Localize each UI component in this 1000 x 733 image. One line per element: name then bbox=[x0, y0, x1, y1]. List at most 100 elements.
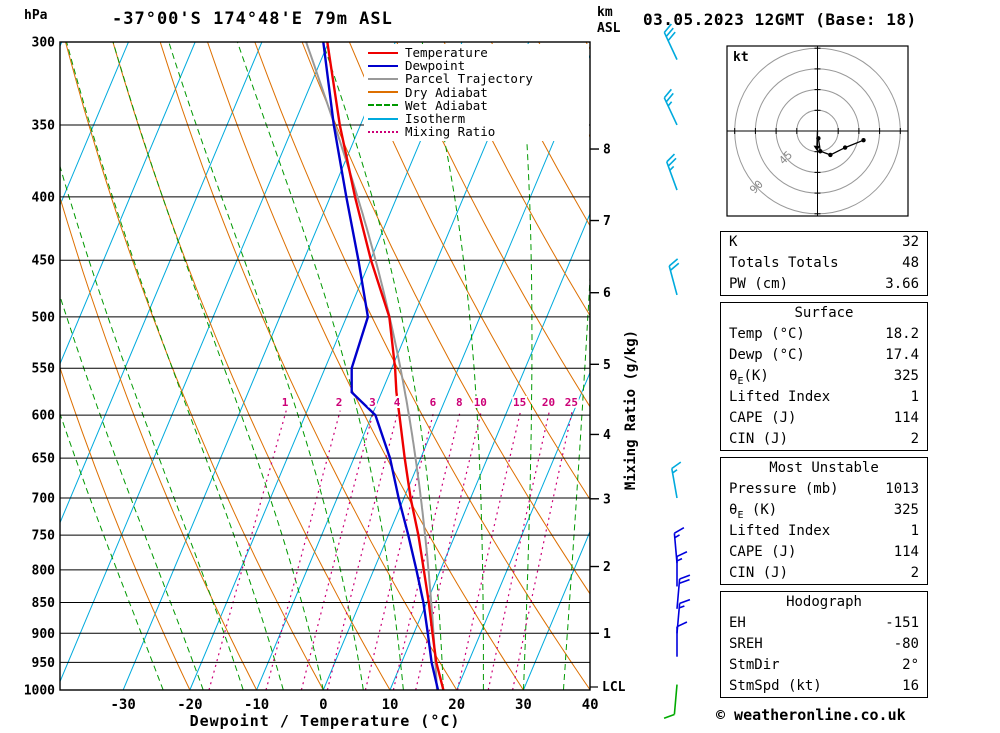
stat-row: CIN (J) 2 bbox=[721, 563, 927, 584]
stat-row: Temp (°C) 18.2 bbox=[721, 324, 927, 345]
stat-label: SREH bbox=[729, 636, 763, 652]
sounding-curves bbox=[305, 42, 445, 690]
stat-row: CAPE (J) 114 bbox=[721, 542, 927, 563]
legend-swatch-dotted bbox=[368, 130, 398, 133]
stat-value: -151 bbox=[885, 615, 919, 631]
x-axis-title: Dewpoint / Temperature (°C) bbox=[189, 712, 461, 730]
wind-barb bbox=[665, 153, 678, 191]
svg-text:6: 6 bbox=[430, 396, 437, 409]
asl-label: ASL bbox=[597, 21, 621, 36]
svg-text:-10: -10 bbox=[244, 697, 269, 713]
legend-item: Wet Adiabat bbox=[368, 97, 589, 113]
svg-text:750: 750 bbox=[32, 529, 56, 544]
legend-swatch-solid bbox=[368, 64, 398, 67]
legend-label: Parcel Trajectory bbox=[405, 71, 533, 87]
svg-text:10: 10 bbox=[382, 697, 399, 713]
svg-text:1000: 1000 bbox=[24, 684, 55, 699]
svg-text:-20: -20 bbox=[177, 697, 202, 713]
stat-value: 1013 bbox=[885, 481, 919, 497]
stat-label: Lifted Index bbox=[729, 523, 831, 539]
svg-text:0: 0 bbox=[319, 697, 327, 713]
legend-swatch-solid bbox=[368, 91, 398, 94]
stat-row: StmSpd (kt) 16 bbox=[721, 676, 927, 697]
stat-label: Lifted Index bbox=[729, 389, 831, 405]
stats-panel: Surface Temp (°C) 18.2 Dewp (°C) 17.4 θE(K) 32… bbox=[720, 302, 928, 451]
stat-row: Dewp (°C) 17.4 bbox=[721, 345, 927, 366]
svg-text:30: 30 bbox=[515, 697, 532, 713]
svg-text:6: 6 bbox=[603, 286, 611, 301]
axis-tick-labels: 3003504004505005506006507007508008509009… bbox=[24, 36, 626, 714]
stat-value: -80 bbox=[893, 636, 919, 652]
svg-text:5: 5 bbox=[603, 358, 611, 373]
legend-item: Temperature bbox=[368, 45, 589, 61]
stat-value: 2° bbox=[902, 657, 919, 673]
stat-row: CIN (J) 2 bbox=[721, 429, 927, 450]
legend-item: Isotherm bbox=[368, 111, 589, 127]
wind-barb-column bbox=[663, 23, 691, 720]
stat-row: PW (cm) 3.66 bbox=[721, 274, 927, 295]
stat-label: CIN (J) bbox=[729, 565, 789, 581]
stat-label: CIN (J) bbox=[729, 431, 789, 447]
legend-label: Dewpoint bbox=[405, 58, 466, 74]
stat-label: θE(K) bbox=[729, 368, 769, 387]
svg-text:3: 3 bbox=[369, 396, 376, 409]
stat-row: EH -151 bbox=[721, 613, 927, 634]
legend-item: Dry Adiabat bbox=[368, 84, 589, 100]
stats-panel: Hodograph EH -151 SREH -80 StmDir 2° StmSpd (kt… bbox=[720, 591, 928, 698]
legend-item: Dewpoint bbox=[368, 58, 589, 74]
legend-swatch-solid bbox=[368, 51, 398, 54]
svg-text:15: 15 bbox=[513, 396, 526, 409]
stat-row: K 32 bbox=[721, 232, 927, 253]
svg-text:300: 300 bbox=[32, 36, 56, 51]
stats-panels: K 32 Totals Totals 48 PW (cm) 3.66 Surface Temp… bbox=[720, 231, 928, 704]
svg-text:7: 7 bbox=[603, 214, 611, 229]
legend: Temperature Dewpoint Parcel Trajectory Dry … bbox=[364, 44, 589, 142]
svg-text:400: 400 bbox=[32, 190, 56, 205]
temperature-line bbox=[326, 42, 445, 690]
legend-label: Temperature bbox=[405, 45, 488, 61]
legend-item: Parcel Trajectory bbox=[368, 71, 589, 87]
stat-label: PW (cm) bbox=[729, 276, 789, 292]
wind-barb bbox=[676, 574, 691, 609]
svg-text:2: 2 bbox=[603, 560, 611, 575]
stat-label: Pressure (mb) bbox=[729, 481, 839, 497]
svg-text:4: 4 bbox=[603, 428, 611, 443]
svg-text:LCL: LCL bbox=[602, 680, 626, 695]
svg-text:-30: -30 bbox=[111, 697, 136, 713]
svg-text:850: 850 bbox=[32, 596, 56, 611]
stat-value: 2 bbox=[910, 431, 919, 447]
storm-motion-arrow bbox=[816, 130, 819, 146]
legend-label: Isotherm bbox=[405, 111, 466, 127]
stat-label: Temp (°C) bbox=[729, 326, 805, 342]
stats-panel-header: Most Unstable bbox=[769, 460, 879, 476]
stat-label: Dewp (°C) bbox=[729, 347, 805, 363]
legend-label: Dry Adiabat bbox=[405, 84, 488, 100]
stat-label: Totals Totals bbox=[729, 255, 839, 271]
stat-row: StmDir 2° bbox=[721, 655, 927, 676]
stat-row: θE (K) 325 bbox=[721, 500, 927, 521]
svg-text:650: 650 bbox=[32, 452, 56, 467]
stat-value: 1 bbox=[910, 389, 919, 405]
stat-value: 325 bbox=[893, 368, 919, 384]
pressure-unit-label: hPa bbox=[24, 8, 48, 23]
stat-value: 114 bbox=[893, 410, 919, 426]
stat-label: K bbox=[729, 234, 738, 250]
stat-row: Lifted Index 1 bbox=[721, 387, 927, 408]
svg-text:25: 25 bbox=[565, 396, 578, 409]
km-label: km bbox=[597, 5, 613, 20]
stat-value: 18.2 bbox=[885, 326, 919, 342]
legend-label: Wet Adiabat bbox=[405, 97, 488, 113]
wind-barb bbox=[676, 598, 691, 634]
stat-label: θE (K) bbox=[729, 502, 778, 521]
stat-value: 32 bbox=[902, 234, 919, 250]
mixing-ratio-axis-title: Mixing Ratio (g/kg) bbox=[623, 329, 639, 491]
svg-text:950: 950 bbox=[32, 656, 56, 671]
wind-barb bbox=[668, 258, 680, 296]
stat-row: SREH -80 bbox=[721, 634, 927, 655]
legend-swatch-solid bbox=[368, 77, 398, 80]
wind-barb bbox=[673, 527, 685, 564]
svg-text:20: 20 bbox=[448, 697, 465, 713]
stats-panel-header: Hodograph bbox=[786, 594, 862, 610]
